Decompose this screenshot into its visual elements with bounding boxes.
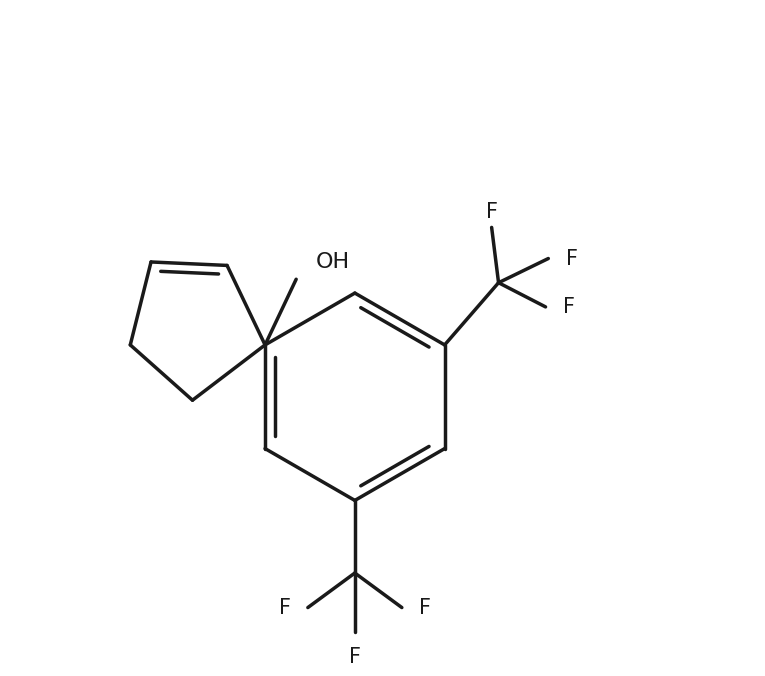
Text: F: F	[565, 249, 578, 268]
Text: F: F	[486, 202, 498, 222]
Text: F: F	[563, 297, 575, 317]
Text: OH: OH	[315, 252, 350, 272]
Text: F: F	[419, 598, 431, 618]
Text: F: F	[349, 647, 361, 667]
Text: F: F	[278, 598, 291, 618]
